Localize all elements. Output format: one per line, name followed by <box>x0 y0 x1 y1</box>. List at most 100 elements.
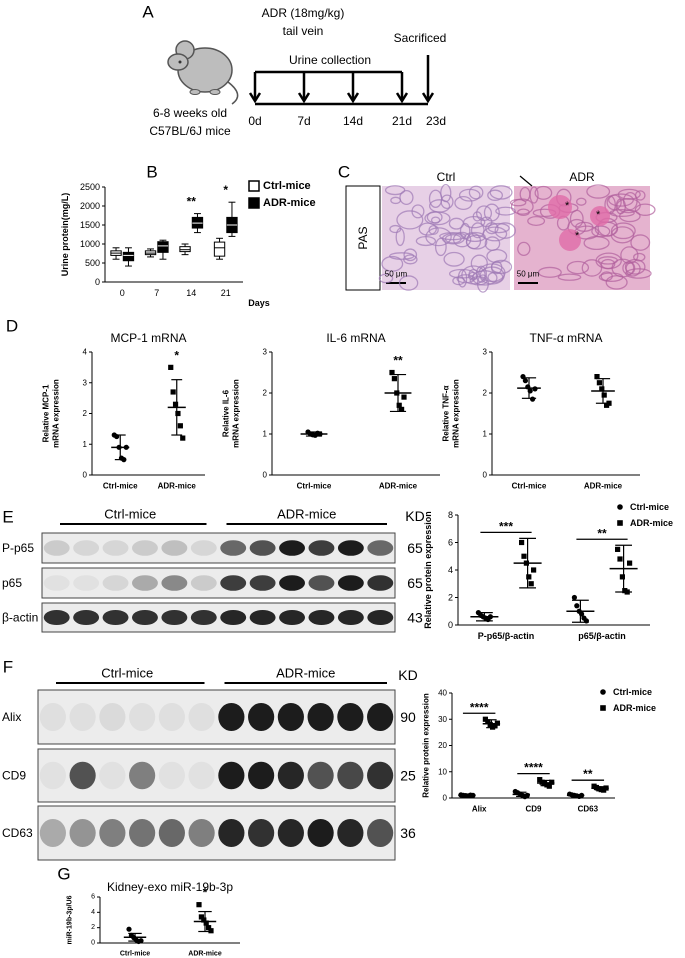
blot-band <box>190 609 217 626</box>
data-point <box>396 402 402 408</box>
collection-label: Urine collection <box>289 53 371 67</box>
x-tick-label: CD9 <box>525 805 542 814</box>
significance-label: ** <box>393 354 403 368</box>
data-point <box>617 504 623 510</box>
y-tick-label: 2500 <box>80 182 100 192</box>
y-tick-label: 2000 <box>80 201 100 211</box>
data-point <box>175 410 181 417</box>
tissue <box>576 197 587 206</box>
tissue <box>470 254 488 273</box>
tissue <box>396 210 424 230</box>
blot-band <box>218 702 245 732</box>
legend-swatch <box>248 180 260 192</box>
x-tick-label: 21 <box>221 288 231 298</box>
row-label: β-actin <box>2 611 38 625</box>
tissue <box>608 193 634 207</box>
tissue <box>616 198 641 214</box>
data-point <box>482 716 488 722</box>
day-label: 14d <box>343 114 363 128</box>
box <box>213 241 226 257</box>
tissue <box>634 203 656 216</box>
tissue <box>622 261 636 276</box>
blot-band <box>132 540 158 556</box>
blot-band <box>277 818 304 848</box>
tissue <box>490 259 513 274</box>
kd-label: 65 <box>407 540 423 556</box>
y-tick-label: 40 <box>438 689 447 698</box>
legend-label: Ctrl-mice <box>613 687 652 697</box>
data-point <box>600 705 606 711</box>
tissue <box>403 254 418 265</box>
x-tick-label: ADR-mice <box>188 951 222 958</box>
tissue <box>610 222 636 240</box>
blot-band <box>129 761 156 790</box>
tissue <box>557 273 582 281</box>
blot-band <box>367 702 394 732</box>
tissue <box>463 215 486 229</box>
tissue <box>428 189 443 208</box>
y-tick-label: 4 <box>83 348 88 357</box>
tissue <box>425 227 452 247</box>
tissue <box>443 251 465 267</box>
blot-band <box>188 818 215 848</box>
blot-band <box>248 761 275 790</box>
y-tick-label: 20 <box>438 741 447 750</box>
panel-letter: G <box>57 865 70 884</box>
lesion-mark: * <box>575 230 580 242</box>
blot-band <box>277 702 304 732</box>
blot-band <box>277 761 304 790</box>
y-axis-label: Relative IL-6 <box>222 389 231 437</box>
data-point <box>596 380 602 386</box>
tissue <box>470 222 485 239</box>
tissue <box>398 275 419 291</box>
day-label: 0d <box>248 114 261 128</box>
kd-label: 65 <box>407 575 423 591</box>
row-label: p65 <box>2 576 22 590</box>
significance-label: ** <box>187 195 197 209</box>
significance-label: *** <box>499 519 513 533</box>
blot-band <box>307 702 334 732</box>
blot-band <box>220 609 247 626</box>
box <box>157 241 169 253</box>
y-tick-label: 3 <box>263 348 268 357</box>
tissue <box>586 184 611 199</box>
group-label: ADR-mice <box>276 666 335 681</box>
data-point <box>206 925 212 931</box>
blot-strip <box>37 748 396 803</box>
data-point <box>170 389 176 395</box>
y-tick-label: 2 <box>83 409 88 418</box>
blot-band <box>161 540 188 556</box>
data-point <box>521 553 527 559</box>
treatment: ADR (18mg/kg) <box>262 6 345 20</box>
tissue <box>485 222 499 235</box>
data-point <box>531 567 537 573</box>
tissue <box>604 195 616 215</box>
cast <box>559 229 581 251</box>
y-tick-label: 10 <box>438 767 447 776</box>
cast <box>590 206 610 226</box>
blot-band <box>39 761 66 790</box>
data-point <box>549 779 555 785</box>
legend-label: ADR-mice <box>613 703 656 713</box>
y-tick-label: 1500 <box>80 220 100 230</box>
x-tick-label: Alix <box>472 805 487 814</box>
scale-label: 50 μm <box>517 270 540 279</box>
blot-band <box>308 540 335 556</box>
tissue <box>399 189 414 206</box>
blot-band <box>308 575 335 591</box>
blot-band <box>279 609 305 626</box>
blot-band <box>307 818 334 848</box>
blot-band <box>249 540 276 556</box>
data-point <box>168 364 174 370</box>
data-point <box>627 560 633 566</box>
y-tick-label: 0 <box>95 277 100 287</box>
group-label: Ctrl-mice <box>101 666 153 681</box>
blot-strip <box>41 532 396 564</box>
box <box>122 251 135 262</box>
blot-band <box>307 761 334 790</box>
data-point <box>492 723 498 729</box>
panel-letter: E <box>2 508 13 527</box>
y-tick-label: 1 <box>83 440 88 449</box>
data-point <box>399 406 405 412</box>
tissue <box>620 246 639 264</box>
